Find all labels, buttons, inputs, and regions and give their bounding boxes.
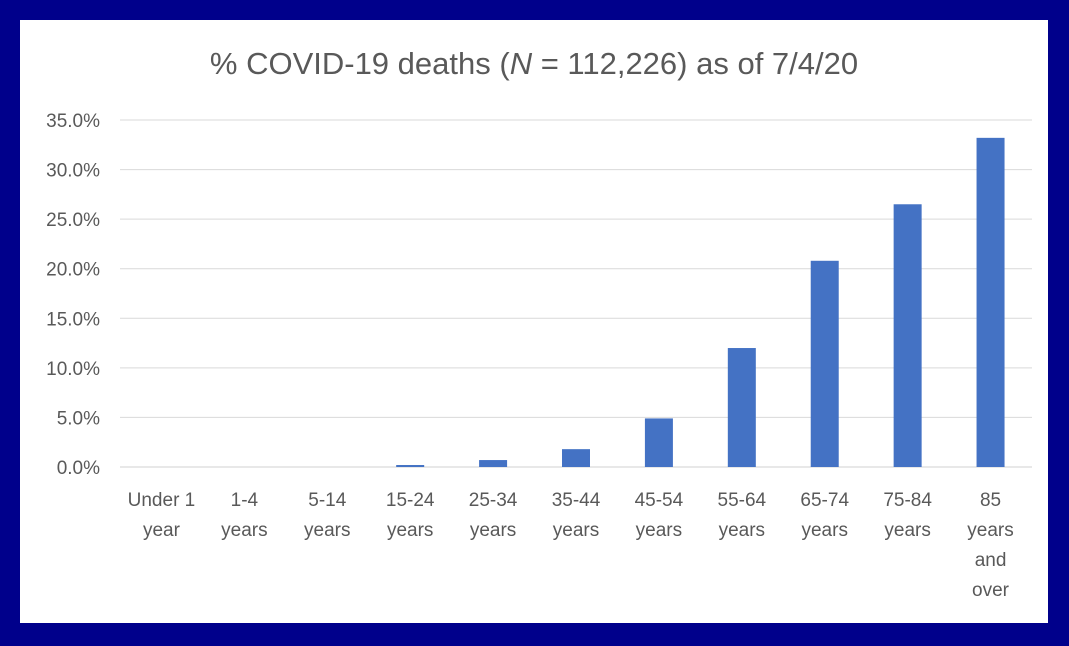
gridlines bbox=[120, 119, 1032, 468]
bar bbox=[479, 460, 508, 467]
y-tick-label: 0.0% bbox=[57, 458, 100, 479]
y-tick-label: 10.0% bbox=[46, 359, 100, 380]
x-tick-label: 15-24 years bbox=[386, 490, 435, 541]
bar bbox=[644, 418, 673, 467]
chart-frame: % COVID-19 deaths (N = 112,226) as of 7/… bbox=[20, 20, 1048, 623]
x-tick-label: 55-64 years bbox=[718, 490, 767, 541]
x-tick-label: 5-14 years bbox=[304, 490, 350, 541]
bar bbox=[562, 449, 590, 467]
y-tick-label: 15.0% bbox=[46, 309, 100, 330]
bar bbox=[396, 465, 425, 467]
x-tick-label: 65-74 years bbox=[800, 490, 849, 541]
y-tick-label: 5.0% bbox=[57, 408, 100, 429]
x-axis-tick-labels: Under 1 year 1-4 years 5-14 years 15-24 years 25… bbox=[128, 490, 1014, 601]
bar bbox=[727, 348, 756, 467]
x-tick-label: 85 years and over bbox=[967, 490, 1013, 601]
x-tick-label: 45-54 years bbox=[635, 490, 684, 541]
chart-title-part-italic: N bbox=[510, 46, 533, 81]
bars bbox=[396, 137, 1005, 467]
chart-title: % COVID-19 deaths (N = 112,226) as of 7/… bbox=[210, 46, 858, 81]
bar bbox=[976, 137, 1005, 467]
y-axis-tick-labels: 0.0% 5.0% 10.0% 15.0% 20.0% 25.0% 30.0% 35.0% bbox=[46, 111, 100, 479]
x-tick-label: 35-44 years bbox=[552, 490, 601, 541]
y-tick-label: 30.0% bbox=[46, 161, 100, 182]
bar bbox=[893, 204, 922, 467]
x-tick-label: 1-4 years bbox=[221, 490, 267, 541]
chart-title-part: = 112,226) as of 7/4/20 bbox=[532, 46, 858, 81]
bar bbox=[810, 260, 839, 467]
bar-chart: % COVID-19 deaths (N = 112,226) as of 7/… bbox=[46, 46, 1032, 601]
chart-title-part: % COVID-19 deaths ( bbox=[210, 46, 510, 81]
y-tick-label: 35.0% bbox=[46, 111, 100, 132]
y-tick-label: 20.0% bbox=[46, 260, 100, 281]
y-tick-label: 25.0% bbox=[46, 210, 100, 231]
x-tick-label: Under 1 year bbox=[128, 490, 196, 541]
x-tick-label: 25-34 years bbox=[469, 490, 518, 541]
x-tick-label: 75-84 years bbox=[883, 490, 932, 541]
